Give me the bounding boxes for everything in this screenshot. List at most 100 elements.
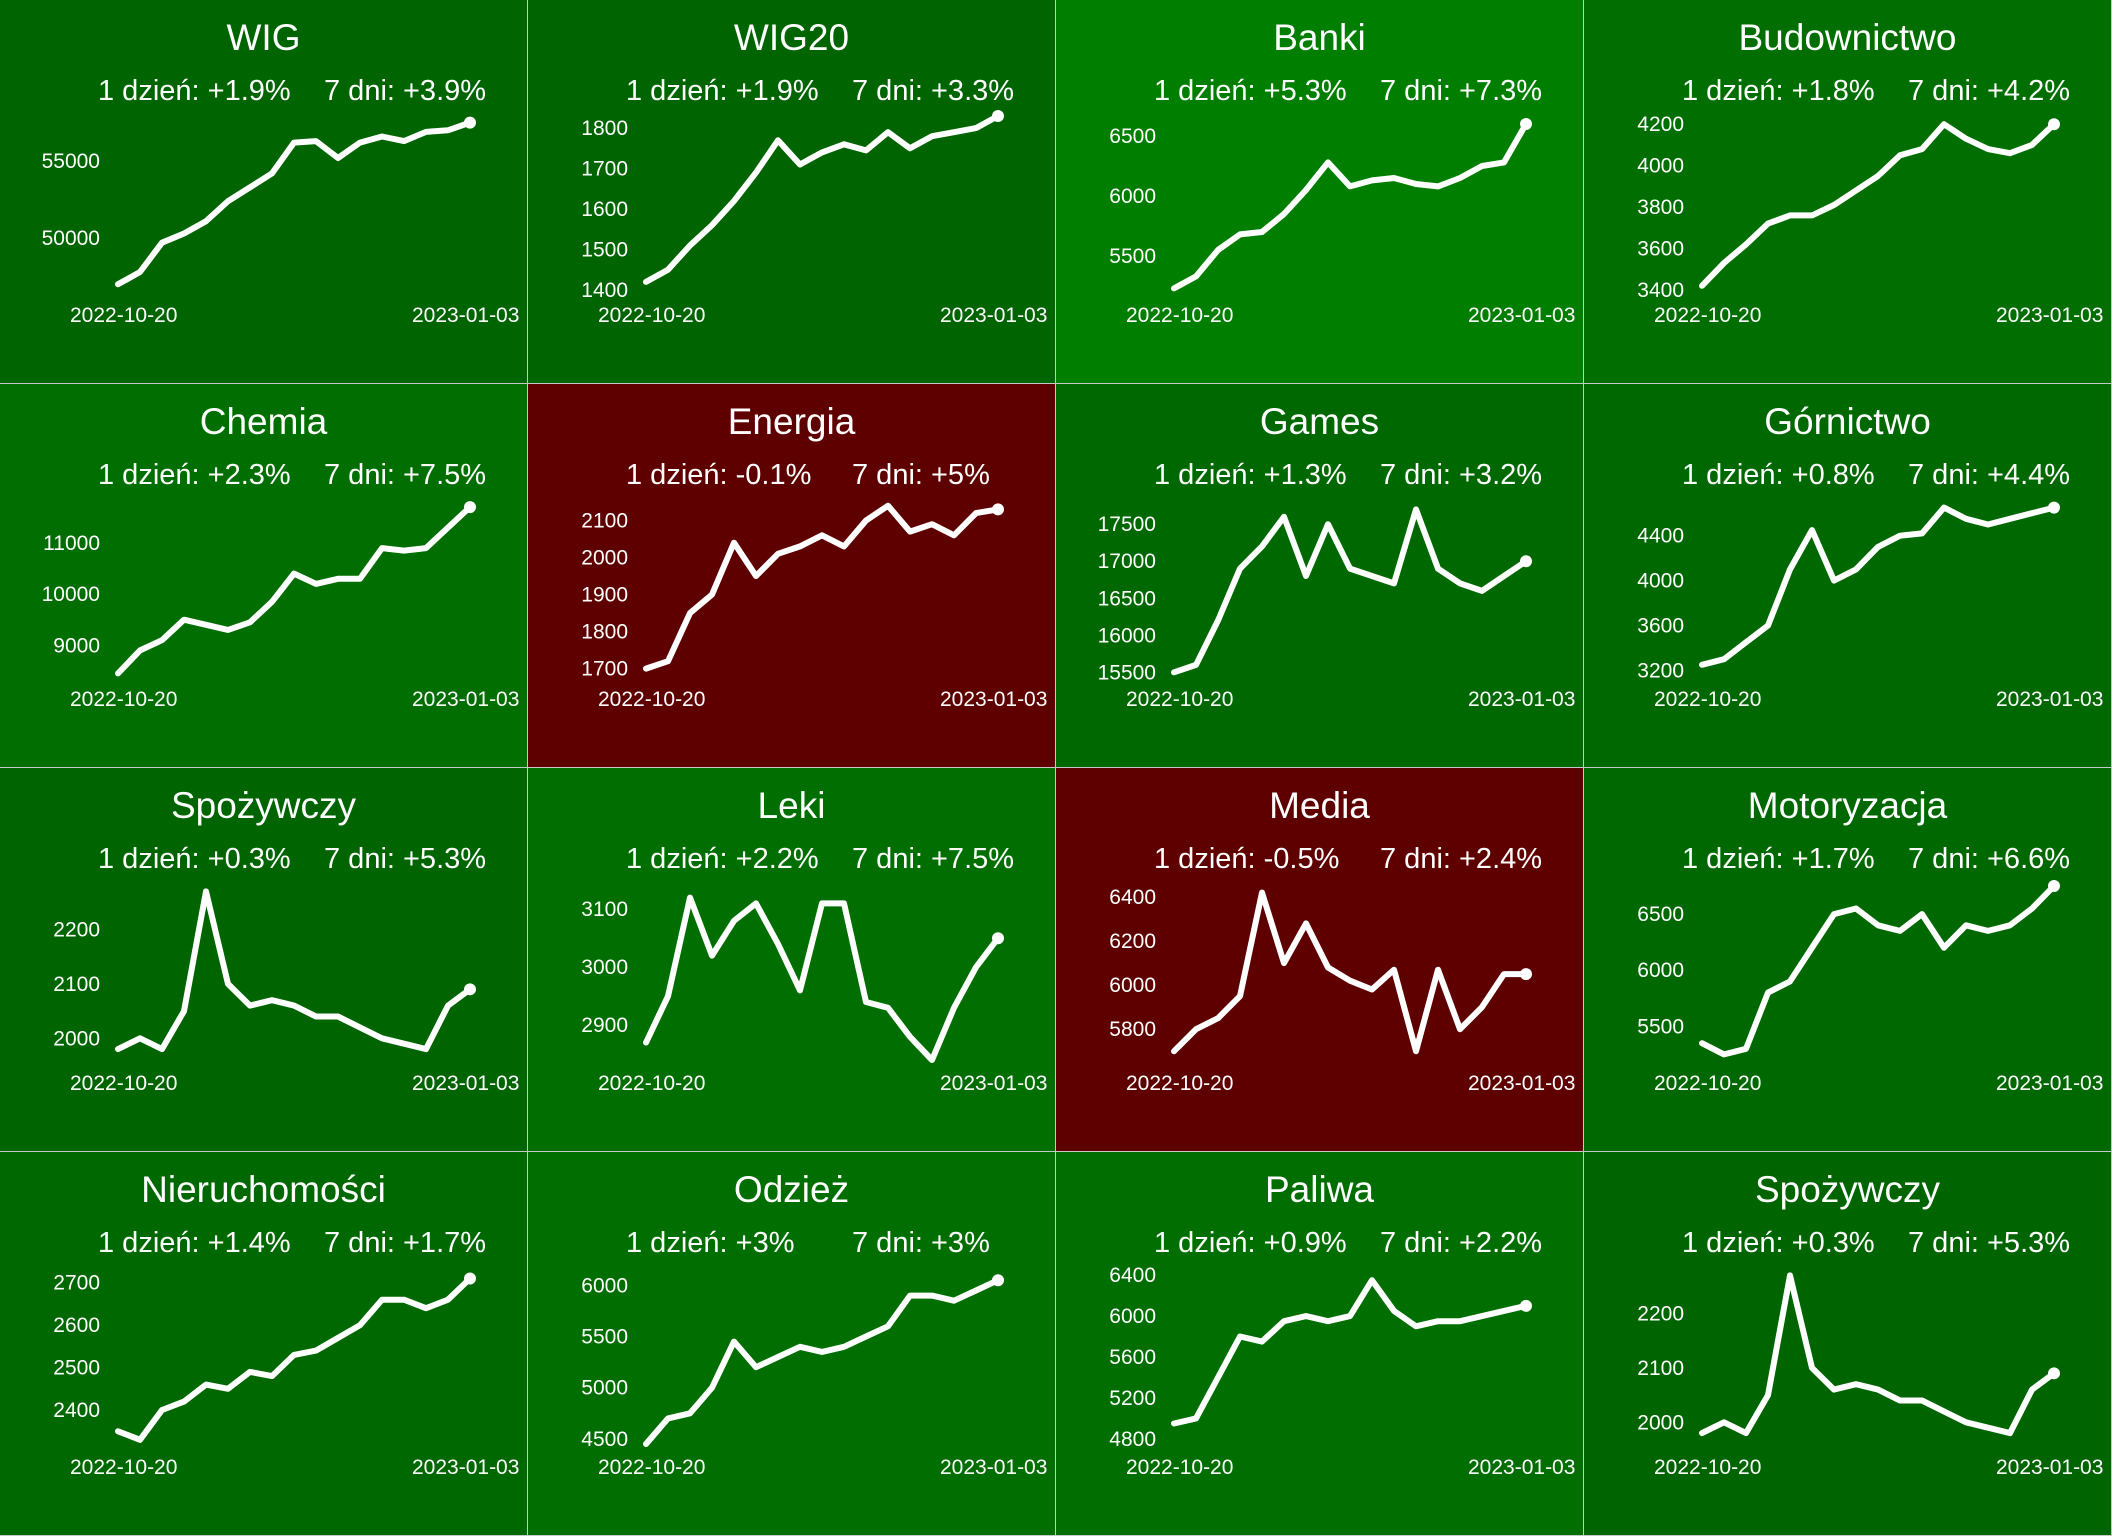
x-end-label: 2023-01-03 (412, 304, 519, 327)
change-7d-label: 7 dni: +7.3% (1380, 75, 1542, 107)
x-end-label: 2023-01-03 (1996, 1072, 2103, 1095)
change-7d-label: 7 dni: +3.3% (852, 75, 1014, 107)
chart-panel: Games 1 dzień: +1.3% 7 dni: +3.2% 15500 1600… (1056, 384, 1583, 767)
x-start-label: 2022-10-20 (1654, 688, 1761, 711)
chart-title: WIG (227, 17, 301, 58)
change-1d-label: 1 dzień: +1.9% (626, 75, 819, 107)
chart-panel: WIG 1 dzień: +1.9% 7 dni: +3.9% 50000 55000 2… (0, 0, 527, 383)
chart-svg: Media 1 dzień: -0.5% 7 dni: +2.4% 5800 6000 6… (1109, 785, 1575, 1095)
y-tick-label: 4500 (581, 1428, 628, 1451)
chart-svg: Spożywczy 1 dzień: +0.3% 7 dni: +5.3% 2000 2… (1637, 1169, 2103, 1479)
change-7d-label: 7 dni: +3% (852, 1227, 990, 1259)
change-7d-label: 7 dni: +5.3% (324, 843, 486, 875)
y-tick-label: 1800 (581, 117, 628, 140)
x-end-label: 2023-01-03 (412, 1072, 519, 1095)
change-7d-label: 7 dni: +3.9% (324, 75, 486, 107)
y-tick-label: 3600 (1637, 238, 1684, 261)
y-tick-label: 3800 (1637, 196, 1684, 219)
chart-title: Media (1269, 785, 1370, 826)
y-tick-label: 2000 (1637, 1411, 1684, 1434)
chart-svg: Budownictwo 1 dzień: +1.8% 7 dni: +4.2% 340… (1637, 17, 2103, 327)
chart-svg: Energia 1 dzień: -0.1% 7 dni: +5% 1700 1800 1… (581, 401, 1047, 711)
y-tick-label: 15500 (1098, 661, 1156, 684)
y-tick-label: 1700 (581, 658, 628, 681)
y-tick-label: 2100 (581, 510, 628, 533)
price-line (1699, 883, 2057, 1058)
chart-title: Nieruchomości (141, 1169, 386, 1210)
y-tick-label: 4000 (1637, 155, 1684, 178)
y-tick-label: 6000 (1109, 974, 1156, 997)
y-tick-label: 1500 (581, 239, 628, 262)
chart-panel: Energia 1 dzień: -0.1% 7 dni: +5% 1700 1800 1… (528, 384, 1055, 767)
x-end-label: 2023-01-03 (940, 688, 1047, 711)
change-7d-label: 7 dni: +6.6% (1908, 843, 2070, 875)
y-tick-label: 6500 (1637, 903, 1684, 926)
y-tick-label: 2000 (581, 547, 628, 570)
change-7d-label: 7 dni: +5.3% (1908, 1227, 2070, 1259)
change-7d-label: 7 dni: +2.4% (1380, 843, 1542, 875)
price-line (1171, 506, 1529, 676)
y-tick-label: 17000 (1098, 550, 1156, 573)
chart-svg: Odzież 1 dzień: +3% 7 dni: +3% 4500 5000 5500… (581, 1169, 1047, 1479)
y-tick-label: 2700 (53, 1272, 100, 1295)
change-7d-label: 7 dni: +2.2% (1380, 1227, 1542, 1259)
x-start-label: 2022-10-20 (70, 304, 177, 327)
chart-svg: Leki 1 dzień: +2.2% 7 dni: +7.5% 2900 3000 31… (581, 785, 1047, 1095)
price-line (1699, 504, 2057, 668)
x-start-label: 2022-10-20 (1126, 688, 1233, 711)
y-tick-label: 5000 (581, 1377, 628, 1400)
y-tick-label: 16000 (1098, 624, 1156, 647)
change-1d-label: 1 dzień: +2.3% (98, 459, 291, 491)
y-tick-label: 50000 (42, 227, 100, 250)
last-point-marker (2048, 118, 2060, 131)
x-end-label: 2023-01-03 (1996, 1456, 2103, 1479)
change-7d-label: 7 dni: +3.2% (1380, 459, 1542, 491)
chart-svg: Games 1 dzień: +1.3% 7 dni: +3.2% 15500 1600… (1098, 401, 1576, 711)
chart-title: Games (1260, 401, 1379, 442)
last-point-marker (992, 503, 1004, 516)
chart-svg: Motoryzacja 1 dzień: +1.7% 7 dni: +6.6% 550… (1637, 785, 2103, 1095)
last-point-marker (464, 501, 476, 514)
x-end-label: 2023-01-03 (1996, 304, 2103, 327)
y-tick-label: 5500 (1109, 245, 1156, 268)
price-line (643, 894, 1001, 1063)
price-line (1699, 121, 2057, 289)
y-tick-label: 6400 (1109, 886, 1156, 909)
y-tick-label: 1400 (581, 279, 628, 302)
chart-title: Motoryzacja (1748, 785, 1948, 826)
y-tick-label: 5200 (1109, 1387, 1156, 1410)
chart-panel: Media 1 dzień: -0.5% 7 dni: +2.4% 5800 6000 6… (1056, 768, 1583, 1151)
x-start-label: 2022-10-20 (598, 304, 705, 327)
x-end-label: 2023-01-03 (1468, 1072, 1575, 1095)
y-tick-label: 3100 (581, 898, 628, 921)
y-tick-label: 5500 (581, 1326, 628, 1349)
price-line (115, 888, 473, 1053)
chart-panel: WIG20 1 dzień: +1.9% 7 dni: +3.3% 1400 1500 1… (528, 0, 1055, 383)
y-tick-label: 6000 (1109, 1305, 1156, 1328)
y-tick-label: 2900 (581, 1014, 628, 1037)
chart-title: Banki (1273, 17, 1366, 58)
x-end-label: 2023-01-03 (940, 1456, 1047, 1479)
y-tick-label: 3200 (1637, 659, 1684, 682)
price-line (1171, 889, 1529, 1055)
x-start-label: 2022-10-20 (598, 688, 705, 711)
x-start-label: 2022-10-20 (1126, 1456, 1233, 1479)
chart-svg: Chemia 1 dzień: +2.3% 7 dni: +7.5% 9000 1000… (42, 401, 520, 711)
change-7d-label: 7 dni: +7.5% (852, 843, 1014, 875)
chart-title: Energia (728, 401, 856, 442)
last-point-marker (1520, 118, 1532, 130)
chart-svg: WIG20 1 dzień: +1.9% 7 dni: +3.3% 1400 1500 1… (581, 17, 1047, 327)
y-tick-label: 17500 (1098, 513, 1156, 536)
chart-panel: Spożywczy 1 dzień: +0.3% 7 dni: +5.3% 2000 2… (0, 768, 527, 1151)
y-tick-label: 6000 (1637, 959, 1684, 982)
chart-title: Paliwa (1265, 1169, 1374, 1210)
chart-title: Budownictwo (1738, 17, 1956, 58)
y-tick-label: 1600 (581, 198, 628, 221)
y-tick-label: 4400 (1637, 525, 1684, 548)
x-end-label: 2023-01-03 (940, 304, 1047, 327)
chart-panel: Banki 1 dzień: +5.3% 7 dni: +7.3% 5500 6000 6… (1056, 0, 1583, 383)
chart-panel: Motoryzacja 1 dzień: +1.7% 7 dni: +6.6% 550… (1584, 768, 2111, 1151)
y-tick-label: 5800 (1109, 1018, 1156, 1041)
y-tick-label: 10000 (42, 583, 100, 606)
y-tick-label: 2400 (53, 1399, 100, 1422)
